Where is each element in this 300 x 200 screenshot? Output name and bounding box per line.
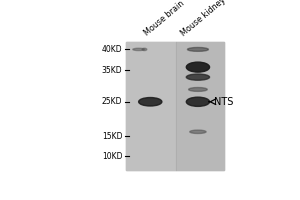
Ellipse shape (190, 130, 206, 133)
Text: NTS: NTS (214, 97, 234, 107)
Text: 25KD: 25KD (102, 97, 122, 106)
Text: Mouse kidney: Mouse kidney (179, 0, 228, 38)
Bar (126, 42, 176, 170)
Ellipse shape (188, 47, 208, 51)
Ellipse shape (139, 98, 162, 106)
Ellipse shape (186, 62, 209, 72)
Text: 35KD: 35KD (102, 66, 122, 75)
Bar (126, 42, 224, 170)
Text: 15KD: 15KD (102, 132, 122, 141)
Ellipse shape (186, 74, 209, 80)
Ellipse shape (189, 88, 207, 91)
Text: 10KD: 10KD (102, 152, 122, 161)
Bar (176, 42, 224, 170)
Text: 40KD: 40KD (102, 45, 122, 54)
Ellipse shape (133, 48, 145, 51)
Ellipse shape (142, 48, 147, 51)
Text: Mouse brain: Mouse brain (142, 0, 186, 38)
Ellipse shape (186, 97, 209, 106)
